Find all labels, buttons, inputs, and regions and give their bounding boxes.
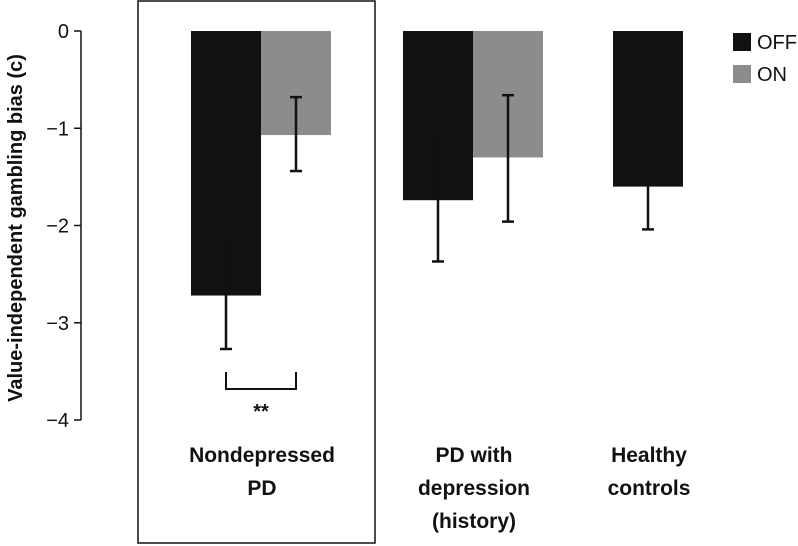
legend-label-off: OFF: [757, 32, 797, 54]
category-label-2: Healthy controls: [608, 444, 691, 500]
error-bar-on-1: [502, 93, 514, 223]
y-tick-label: 0: [58, 21, 69, 43]
error-bar-off-0: [220, 238, 232, 351]
significance-label: **: [253, 401, 269, 423]
error-bar-off-2: [642, 142, 654, 231]
y-tick-label: −2: [46, 216, 69, 238]
significance-bracket: [225, 372, 297, 390]
y-axis: 0 −1 −2 −3 −4: [46, 21, 82, 432]
error-bar-on-0: [290, 95, 302, 173]
significance-annotation: **: [225, 372, 297, 423]
category-labels: Nondepressed PD PD with depression (history)…: [189, 444, 690, 533]
category-label-0: Nondepressed PD: [189, 444, 335, 500]
y-tick-label: −3: [46, 313, 69, 335]
y-tick-label: −4: [46, 410, 69, 432]
error-bars: [220, 93, 654, 351]
y-tick-label: −1: [46, 118, 69, 140]
bars: [191, 31, 683, 296]
legend-swatch-off: [733, 33, 751, 51]
error-bar-off-1: [432, 136, 444, 263]
category-label-1: PD with depression (history): [418, 444, 530, 533]
legend-label-on: ON: [757, 64, 787, 86]
legend: OFF ON: [733, 32, 797, 86]
highlight-box: [137, 0, 376, 544]
y-axis-label: Value-independent gambling bias (c): [5, 54, 27, 402]
legend-swatch-on: [733, 65, 751, 83]
